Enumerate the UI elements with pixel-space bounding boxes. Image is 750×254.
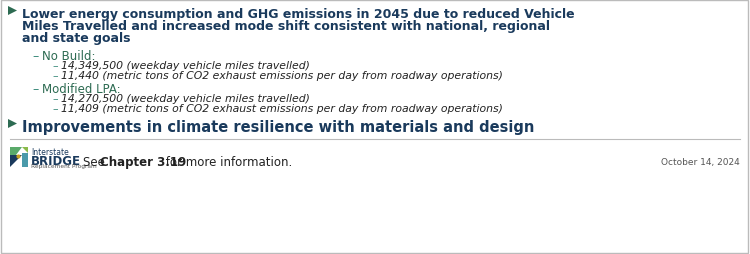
Text: –: – xyxy=(52,61,58,71)
Polygon shape xyxy=(8,120,17,129)
Text: No Build:: No Build: xyxy=(42,50,95,63)
Text: BRIDGE: BRIDGE xyxy=(31,154,81,167)
Polygon shape xyxy=(10,147,22,155)
Text: 11,409 (metric tons of CO2 exhaust emissions per day from roadway operations): 11,409 (metric tons of CO2 exhaust emiss… xyxy=(61,104,503,114)
Text: 14,349,500 (weekday vehicle miles travelled): 14,349,500 (weekday vehicle miles travel… xyxy=(61,61,310,71)
Text: Lower energy consumption and GHG emissions in 2045 due to reduced Vehicle: Lower energy consumption and GHG emissio… xyxy=(22,8,574,21)
Text: 11,440 (metric tons of CO2 exhaust emissions per day from roadway operations): 11,440 (metric tons of CO2 exhaust emiss… xyxy=(61,71,503,81)
Text: 14,270,500 (weekday vehicle miles travelled): 14,270,500 (weekday vehicle miles travel… xyxy=(61,94,310,104)
Text: –: – xyxy=(52,71,58,81)
Text: –: – xyxy=(32,83,38,96)
Text: October 14, 2024: October 14, 2024 xyxy=(662,157,740,166)
Text: –: – xyxy=(52,94,58,104)
Text: and state goals: and state goals xyxy=(22,32,130,45)
Text: See: See xyxy=(83,155,109,168)
Text: Interstate: Interstate xyxy=(31,147,69,156)
Polygon shape xyxy=(8,7,17,16)
Text: for more information.: for more information. xyxy=(162,155,292,168)
Text: Modified LPA:: Modified LPA: xyxy=(42,83,121,96)
Text: Chapter 3.19: Chapter 3.19 xyxy=(100,155,186,168)
Text: –: – xyxy=(32,50,38,63)
Polygon shape xyxy=(22,153,28,167)
Text: Miles Travelled and increased mode shift consistent with national, regional: Miles Travelled and increased mode shift… xyxy=(22,20,550,33)
Polygon shape xyxy=(10,155,22,167)
Text: Replacement Program: Replacement Program xyxy=(31,163,97,168)
Text: Improvements in climate resilience with materials and design: Improvements in climate resilience with … xyxy=(22,120,534,134)
Text: –: – xyxy=(52,104,58,114)
Polygon shape xyxy=(16,147,28,153)
